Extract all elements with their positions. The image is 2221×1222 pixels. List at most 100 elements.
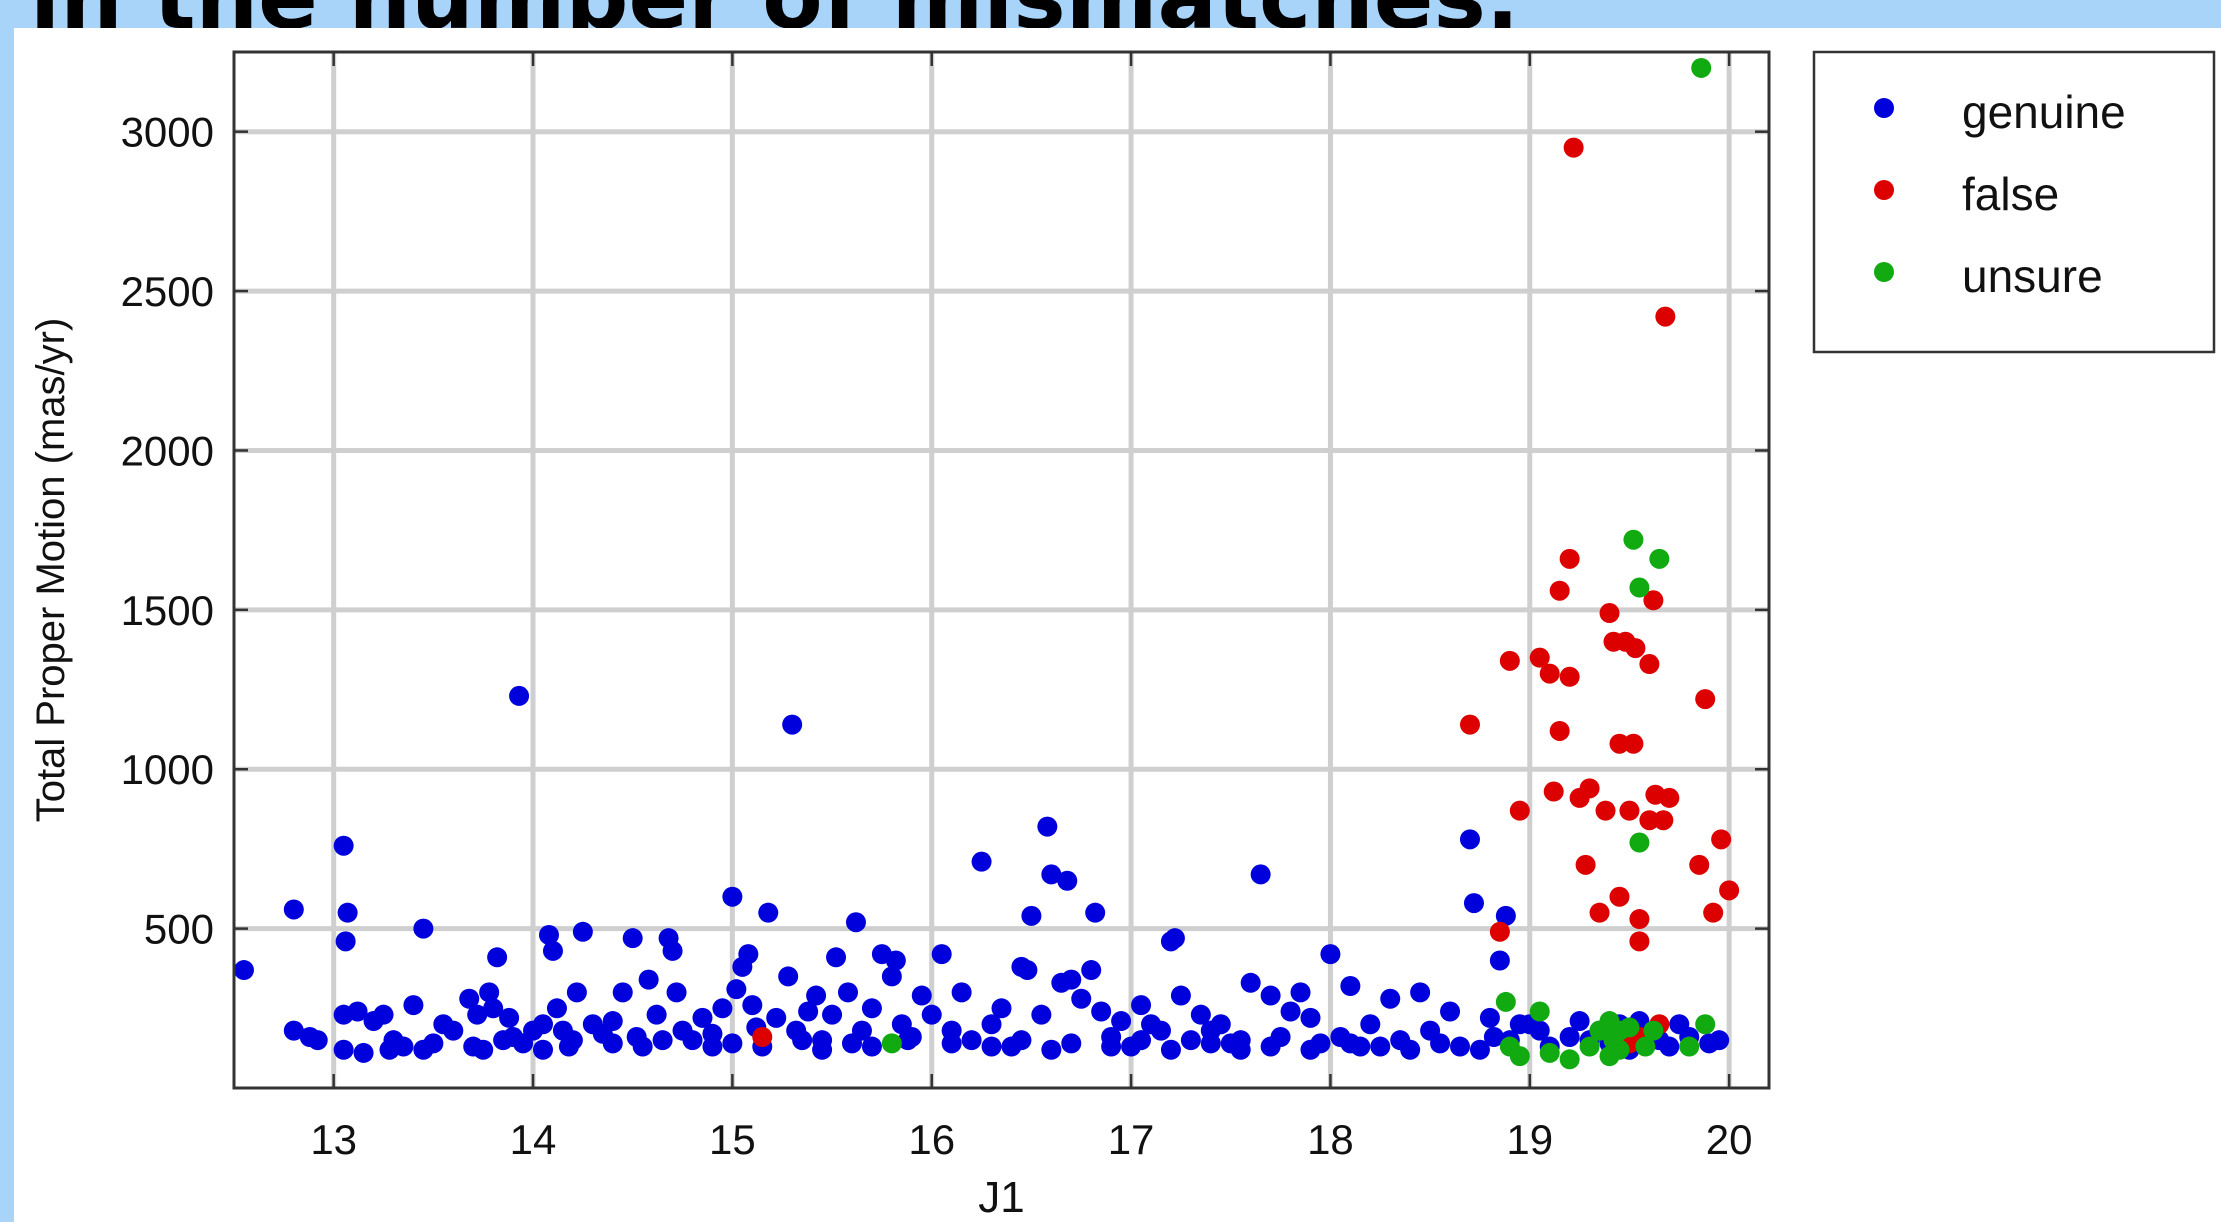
data-point-false <box>1639 654 1660 675</box>
data-point-false <box>1609 886 1630 907</box>
plot-frame <box>232 50 1771 1090</box>
data-point-false <box>1703 902 1724 923</box>
data-point-genuine <box>766 1007 787 1028</box>
data-points <box>233 57 1740 1070</box>
data-point-genuine <box>931 944 952 965</box>
data-point-false <box>1589 902 1610 923</box>
data-point-unsure <box>1509 1046 1530 1067</box>
data-point-genuine <box>1320 944 1341 965</box>
data-point-false <box>1659 787 1680 808</box>
y-tick-label: 2500 <box>121 268 214 315</box>
data-point-genuine <box>722 1033 743 1054</box>
data-point-genuine <box>1340 975 1361 996</box>
y-tick-label: 3000 <box>121 109 214 156</box>
data-point-genuine <box>333 1039 354 1060</box>
x-tick-label: 18 <box>1307 1116 1354 1163</box>
data-point-genuine <box>542 940 563 961</box>
data-point-genuine <box>845 912 866 933</box>
data-point-genuine <box>499 1007 520 1028</box>
data-point-genuine <box>881 966 902 987</box>
data-point-genuine <box>1290 982 1311 1003</box>
data-point-genuine <box>1340 1033 1361 1054</box>
data-point-genuine <box>738 944 759 965</box>
legend-label-false: false <box>1962 168 2059 220</box>
data-point-unsure <box>1495 991 1516 1012</box>
data-point-false <box>1559 666 1580 687</box>
data-point-genuine <box>726 979 747 1000</box>
data-point-genuine <box>1370 1036 1391 1057</box>
data-point-genuine <box>1463 893 1484 914</box>
data-point-false <box>1653 810 1674 831</box>
data-point-genuine <box>652 1030 673 1051</box>
y-axis-label: Total Proper Motion (mas/yr) <box>29 318 73 823</box>
data-point-genuine <box>1479 1007 1500 1028</box>
data-point-genuine <box>1230 1030 1251 1051</box>
data-point-false <box>1489 921 1510 942</box>
data-point-genuine <box>1160 1039 1181 1060</box>
data-point-genuine <box>546 998 567 1019</box>
data-point-genuine <box>612 982 633 1003</box>
data-point-unsure <box>1691 57 1712 78</box>
data-point-genuine <box>1410 982 1431 1003</box>
x-tick-label: 20 <box>1706 1116 1753 1163</box>
data-point-genuine <box>1450 1036 1471 1057</box>
y-tick-label: 500 <box>144 906 214 953</box>
data-point-genuine <box>841 1033 862 1054</box>
data-point-genuine <box>861 998 882 1019</box>
x-tick-label: 15 <box>709 1116 756 1163</box>
data-point-genuine <box>1021 905 1042 926</box>
data-point-genuine <box>1559 1026 1580 1047</box>
data-point-genuine <box>758 902 779 923</box>
data-point-genuine <box>307 1030 328 1051</box>
data-point-genuine <box>1164 928 1185 949</box>
figure-panel: 13 14 15 16 17 18 19 20 500 1000 1500 2000 2500 3000 … <box>14 28 2221 1222</box>
data-point-genuine <box>1280 1001 1301 1022</box>
data-point-false <box>1689 854 1710 875</box>
data-point-genuine <box>1101 1036 1122 1057</box>
data-point-genuine <box>337 902 358 923</box>
data-point-genuine <box>1131 1030 1152 1051</box>
data-point-genuine <box>1200 1033 1221 1054</box>
data-point-genuine <box>991 998 1012 1019</box>
data-point-genuine <box>1057 870 1078 891</box>
data-point-genuine <box>662 940 683 961</box>
data-point-genuine <box>532 1014 553 1035</box>
legend-marker-genuine <box>1874 98 1894 118</box>
x-tick-label: 16 <box>908 1116 955 1163</box>
data-point-false <box>1529 647 1550 668</box>
data-point-genuine <box>353 1042 374 1063</box>
data-point-false <box>1599 603 1620 624</box>
data-point-genuine <box>911 985 932 1006</box>
data-point-genuine <box>383 1030 404 1051</box>
data-point-genuine <box>1483 1026 1504 1047</box>
data-point-genuine <box>822 1004 843 1025</box>
data-point-false <box>1563 137 1584 158</box>
data-point-genuine <box>981 1036 1002 1057</box>
legend-label-genuine: genuine <box>1962 86 2126 138</box>
data-point-unsure <box>1649 548 1670 569</box>
data-point-genuine <box>1380 988 1401 1009</box>
data-point-false <box>1509 800 1530 821</box>
data-point-false <box>1549 580 1570 601</box>
x-tick-label: 14 <box>510 1116 557 1163</box>
data-point-genuine <box>602 1033 623 1054</box>
data-point-genuine <box>1250 864 1271 885</box>
data-point-genuine <box>1469 1039 1490 1060</box>
data-point-genuine <box>1260 985 1281 1006</box>
data-point-unsure <box>1643 1020 1664 1041</box>
data-point-genuine <box>885 950 906 971</box>
data-point-unsure <box>1609 1020 1630 1041</box>
data-point-genuine <box>562 1030 583 1051</box>
data-point-unsure <box>1529 1001 1550 1022</box>
data-point-false <box>1549 720 1570 741</box>
data-point-false <box>1639 810 1660 831</box>
data-point-genuine <box>479 982 500 1003</box>
data-point-false <box>1559 548 1580 569</box>
data-point-unsure <box>1599 1046 1620 1067</box>
data-point-unsure <box>1695 1014 1716 1035</box>
data-point-genuine <box>632 1036 653 1057</box>
data-point-genuine <box>1091 1001 1112 1022</box>
data-point-genuine <box>792 1030 813 1051</box>
data-point-genuine <box>897 1030 918 1051</box>
data-point-genuine <box>712 998 733 1019</box>
